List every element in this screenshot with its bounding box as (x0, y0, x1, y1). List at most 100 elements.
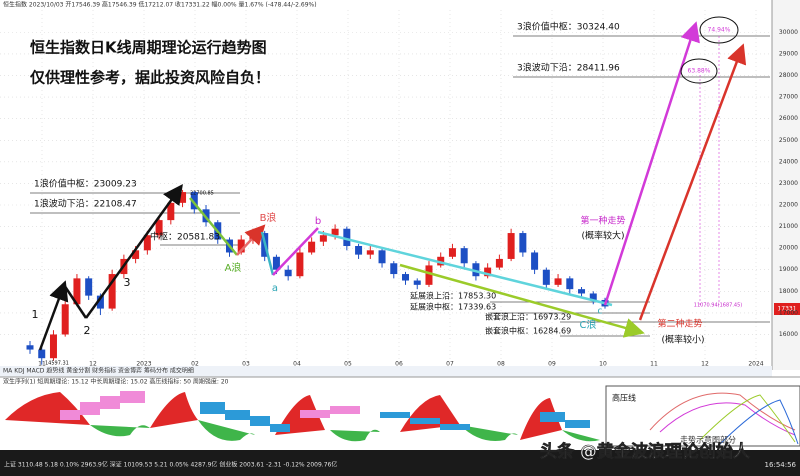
x-tick-label: 12 (89, 361, 97, 368)
y-tick-label: 22000 (779, 202, 798, 209)
inset-title: 高压线 (612, 393, 636, 403)
y-tick-label: 19000 (779, 266, 798, 273)
annotation: 11070.94(1687.45) (694, 303, 742, 309)
wave-arrow (38, 280, 69, 351)
candle-body (308, 241, 316, 253)
candle-body (507, 233, 515, 259)
projection (603, 21, 700, 306)
x-tick-label: 11 (650, 361, 658, 368)
annotation: (概率较大) (581, 230, 624, 242)
y-tick-label: 17000 (779, 309, 798, 316)
y-tick-label: 16000 (779, 331, 798, 338)
target-circle (680, 58, 718, 84)
annotation: 3浪波动下沿：28411.96 (517, 62, 620, 74)
annotation: 延展浪中枢：17339.63 (410, 302, 496, 312)
x-tick-label: 12 (701, 361, 709, 368)
wave-line (272, 227, 319, 276)
annotation: 63.88% (688, 68, 711, 75)
annotation: (概率较小) (661, 334, 704, 346)
annotation: C浪 (580, 318, 597, 331)
annotation: 74.94% (708, 27, 731, 34)
candle-body (167, 202, 175, 221)
candle-body (38, 349, 46, 359)
candle-body (237, 239, 245, 253)
y-tick-label: 29000 (779, 50, 798, 57)
annotation: c (598, 307, 603, 317)
y-tick-label: 24000 (779, 158, 798, 165)
candle-body (319, 235, 327, 242)
watermark: 头条 @黄金波浪理论创始人 (540, 441, 751, 462)
candle-body (343, 228, 351, 246)
candle-body (448, 248, 456, 257)
candle-body (460, 248, 468, 264)
candle-body (179, 192, 187, 203)
candle-body (85, 278, 93, 296)
wave-arrow (62, 284, 88, 319)
candle-body (495, 258, 503, 268)
candle-body (390, 263, 398, 275)
x-tick-label: 03 (242, 361, 250, 368)
indicator-wave (330, 429, 380, 442)
inset-note: 走势示意图部分 (680, 435, 736, 445)
indicator-steps (200, 402, 290, 432)
candle-body (96, 295, 104, 309)
y-tick-label: 23000 (779, 180, 798, 187)
annotation: 1浪价值中枢：23009.23 (34, 178, 137, 190)
toolbar: MA KDJ MACD 趋势线 黄金分割 财务指标 资金博弈 筹码分布 成交明细 (3, 367, 194, 375)
candle-body (378, 250, 386, 264)
wave-line (236, 224, 266, 256)
indicator-steps (60, 391, 145, 420)
candle-body (472, 263, 480, 277)
annotation: 3 (124, 276, 131, 289)
wave-line (260, 231, 275, 276)
candle-body (484, 267, 492, 277)
annotations: 3浪价值中枢：30324.40 3浪波动下沿：28411.96 74.94% 63.8… (32, 21, 797, 367)
header-info: 恒生指数 2023/10/03 开17546.39 高17546.39 低172… (3, 1, 317, 9)
annotation: a (272, 283, 278, 294)
candle-body (589, 293, 597, 300)
y-tick-label: 18000 (779, 288, 798, 295)
candle-body (578, 289, 586, 294)
inset-line (649, 392, 796, 431)
x-tick-label: 07 (446, 361, 454, 368)
annotation: 17331 (777, 306, 796, 313)
y-tick-label: 20000 (779, 245, 798, 252)
annotation: 2 (84, 324, 91, 337)
annotation: 嵌套浪上沿：16973.29 (485, 312, 571, 322)
clock: 16:54:56 (765, 461, 797, 469)
candle-body (542, 269, 550, 285)
annotation: B浪 (260, 211, 277, 224)
indicator-steps (300, 406, 360, 418)
inset-line (719, 399, 799, 445)
annotation: b (315, 216, 321, 227)
y-tick-label: 30000 (779, 29, 798, 36)
trend-line (399, 263, 645, 338)
annotation: 3浪价值中枢：30324.40 (517, 21, 620, 33)
x-tick-label: 04 (293, 361, 301, 368)
candle-body (284, 269, 292, 277)
indicator-shapes (5, 391, 600, 442)
candle-body (73, 278, 81, 305)
candle-body (296, 252, 304, 277)
candle-body (566, 278, 574, 290)
indicator-steps (380, 412, 470, 430)
x-tick-label: 08 (497, 361, 505, 368)
projection (638, 43, 747, 321)
status-text: 上证 3110.48 5.18 0.10% 2963.9亿 深证 10109.5… (4, 461, 337, 469)
y-tick-label: 25000 (779, 137, 798, 144)
candle-body (272, 256, 280, 270)
last-price-box (774, 303, 800, 315)
candle-body (531, 252, 539, 270)
candle-body (190, 192, 198, 210)
candle-body (61, 304, 69, 335)
indicator-wave (562, 430, 600, 442)
candle-body (366, 250, 374, 255)
indicator-wave (150, 392, 198, 428)
candle-body (143, 235, 151, 251)
status-bar (0, 450, 800, 476)
target-circle (699, 16, 739, 44)
x-tick-label: 2024 (748, 361, 763, 368)
candle-body (355, 246, 363, 255)
x-tick-label: 05 (344, 361, 352, 368)
